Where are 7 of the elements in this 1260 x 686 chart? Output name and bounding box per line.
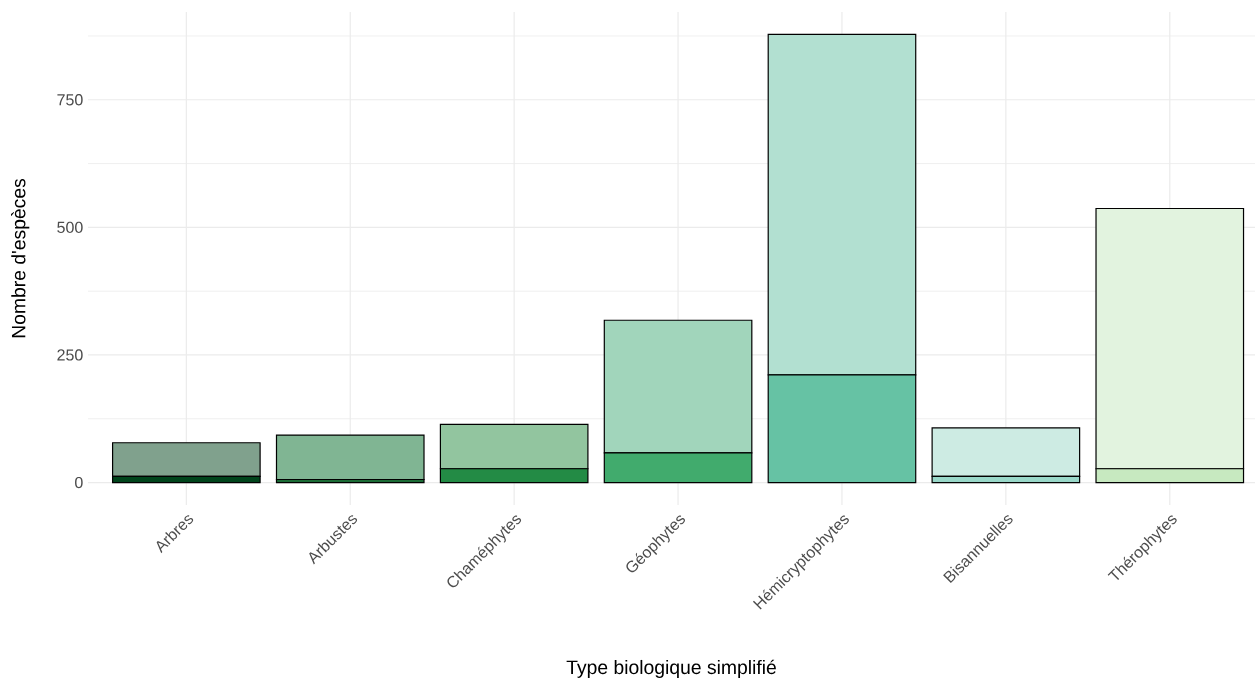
- x-axis-title: Type biologique simplifié: [566, 659, 776, 678]
- bar: [275, 434, 425, 481]
- y-tick-label: 500: [57, 221, 83, 234]
- y-axis-title: Nombre d'espèces: [11, 178, 30, 338]
- y-tick-label: 250: [57, 349, 83, 361]
- y-tick-label: 750: [57, 94, 83, 106]
- y-tick-label: 0: [75, 476, 83, 489]
